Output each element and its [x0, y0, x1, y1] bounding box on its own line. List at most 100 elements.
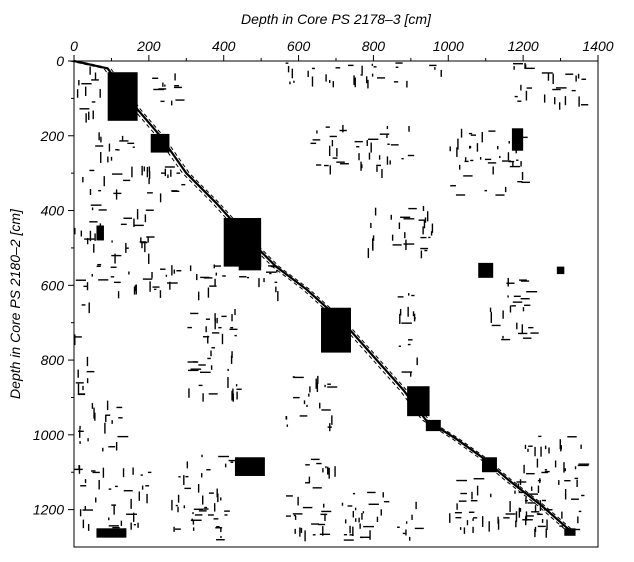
recurrence-point: [75, 336, 82, 338]
recurrence-point: [527, 448, 529, 452]
recurrence-point: [230, 326, 234, 329]
recurrence-point: [463, 175, 473, 177]
recurrence-point: [352, 526, 354, 537]
recurrence-point: [108, 446, 116, 448]
recurrence-point: [422, 206, 425, 211]
recurrence-point: [114, 485, 118, 488]
recurrence-point: [79, 425, 81, 430]
dense-block-7: [407, 386, 430, 417]
recurrence-point: [145, 485, 150, 487]
recurrence-point: [456, 479, 467, 482]
recurrence-point: [303, 400, 306, 405]
recurrence-point: [517, 100, 522, 102]
recurrence-point: [504, 186, 507, 193]
recurrence-point: [91, 207, 94, 211]
recurrence-point: [86, 356, 89, 367]
recurrence-point: [110, 276, 115, 278]
recurrence-point: [234, 308, 236, 316]
recurrence-point: [541, 72, 553, 74]
recurrence-point: [565, 73, 574, 75]
recurrence-point: [508, 160, 515, 163]
recurrence-point: [407, 154, 415, 157]
parallel-diagonal-1: [76, 60, 576, 533]
recurrence-point: [108, 488, 112, 490]
recurrence-point: [145, 209, 154, 211]
recurrence-point: [373, 66, 377, 68]
recurrence-point: [78, 80, 80, 86]
recurrence-point: [228, 459, 239, 462]
recurrence-point: [367, 79, 369, 89]
recurrence-point: [312, 487, 322, 489]
recurrence-point: [536, 458, 539, 468]
recurrence-point: [558, 102, 561, 110]
recurrence-point: [523, 337, 532, 339]
recurrence-point: [521, 181, 530, 184]
recurrence-point: [79, 509, 82, 517]
recurrence-point: [108, 143, 111, 152]
recurrence-point: [365, 76, 368, 84]
recurrence-point: [152, 77, 159, 79]
recurrence-point: [525, 90, 528, 101]
recurrence-point: [79, 429, 81, 438]
recurrence-point: [92, 471, 100, 474]
recurrence-point: [113, 192, 122, 195]
recurrence-point: [293, 514, 296, 517]
recurrence-point: [324, 514, 326, 521]
recurrence-point: [401, 371, 413, 373]
recurrence-point: [407, 306, 409, 317]
recurrence-point: [525, 497, 527, 504]
recurrence-point: [214, 503, 216, 512]
recurrence-point: [94, 72, 97, 80]
recurrence-point: [509, 305, 512, 313]
recurrence-point: [407, 343, 411, 346]
recurrence-point: [126, 513, 137, 515]
recurrence-point: [98, 132, 100, 141]
recurrence-point: [159, 290, 162, 298]
recurrence-point: [210, 350, 212, 357]
recurrence-point: [542, 499, 547, 502]
recurrence-point: [227, 377, 229, 388]
recurrence-point: [430, 231, 433, 236]
recurrence-point: [205, 326, 207, 333]
sparse-region-7: [285, 62, 442, 89]
recurrence-point: [544, 469, 548, 471]
recurrence-point: [521, 171, 524, 180]
parallel-diagonal-0: [70, 60, 569, 533]
recurrence-point: [167, 174, 169, 179]
recurrence-point: [269, 272, 272, 275]
recurrence-point: [78, 430, 84, 432]
recurrence-point: [526, 472, 535, 475]
recurrence-point: [84, 505, 87, 510]
recurrence-point: [139, 241, 147, 243]
recurrence-point: [358, 153, 360, 161]
recurrence-point: [567, 436, 577, 438]
recurrence-point: [420, 247, 429, 250]
x-axis-title: Depth in Core PS 2178–3 [cm]: [241, 11, 432, 27]
recurrence-point: [555, 87, 567, 89]
recurrence-point: [424, 249, 428, 252]
recurrence-point: [329, 165, 331, 175]
dense-block-12: [96, 528, 127, 538]
recurrence-point: [111, 504, 117, 506]
recurrence-point: [88, 302, 90, 314]
sparse-region-19: [449, 478, 546, 534]
recurrence-point: [320, 513, 328, 516]
recurrence-point: [218, 326, 222, 329]
sparse-region-14: [305, 458, 336, 489]
recurrence-point: [206, 469, 211, 471]
recurrence-point: [581, 494, 585, 497]
recurrence-point: [372, 235, 375, 241]
recurrence-point: [540, 446, 542, 457]
recurrence-point: [201, 473, 203, 478]
dense-block-5: [556, 266, 565, 275]
recurrence-point: [530, 486, 533, 491]
recurrence-point: [325, 126, 330, 128]
recurrence-point: [476, 485, 479, 496]
recurrence-point: [456, 147, 458, 157]
recurrence-point: [470, 500, 478, 502]
recurrence-point: [216, 317, 218, 324]
recurrence-point: [263, 278, 265, 283]
recurrence-point: [344, 519, 347, 524]
recurrence-point: [123, 217, 133, 219]
recurrence-point: [141, 165, 143, 176]
